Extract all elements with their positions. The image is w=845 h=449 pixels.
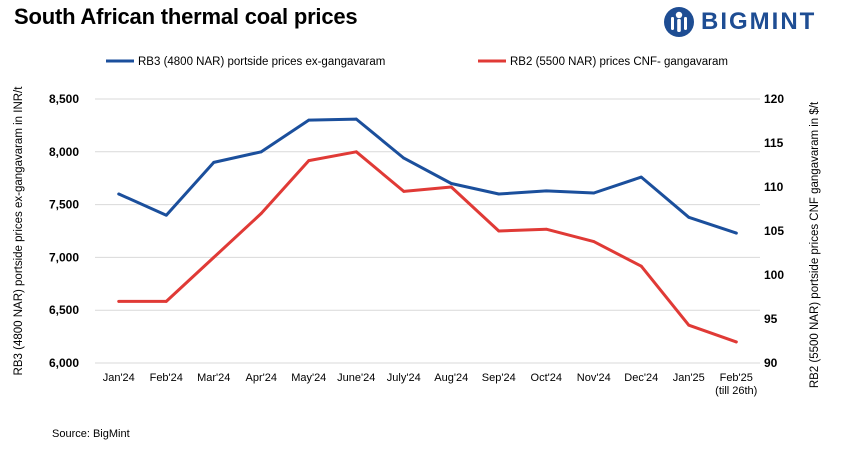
data-point — [687, 215, 691, 219]
x-tick-label: Sep'24 — [482, 372, 516, 384]
y-right-tick-label: 100 — [764, 268, 784, 282]
x-tick-label: Dec'24 — [624, 372, 658, 384]
y-right-tick-label: 90 — [764, 356, 778, 370]
data-point — [402, 156, 406, 160]
data-point — [639, 264, 643, 268]
gridlines — [95, 98, 760, 364]
data-point — [307, 118, 311, 122]
x-tick-label: Nov'24 — [577, 372, 611, 384]
data-point — [259, 212, 263, 215]
x-tick-label: May'24 — [291, 372, 326, 384]
data-point — [354, 150, 358, 154]
y-right-tick-label: 115 — [764, 136, 784, 150]
bigmint-logo-icon — [664, 7, 694, 37]
legend: RB3 (4800 NAR) portside prices ex-gangav… — [106, 56, 728, 68]
data-point — [402, 190, 406, 193]
x-tick-label: Oct'24 — [531, 372, 562, 384]
x-tick-label: June'24 — [337, 372, 375, 384]
y-right-tick-label: 105 — [764, 224, 784, 238]
data-point — [687, 323, 691, 327]
data-point — [212, 256, 216, 259]
data-point — [164, 300, 168, 303]
y-left-tick-label: 8,500 — [49, 92, 79, 106]
legend-label: RB2 (5500 NAR) prices CNF- gangavaram — [510, 56, 728, 68]
data-point — [259, 150, 263, 154]
y-left-tick-label: 8,000 — [49, 145, 79, 159]
brand-name: BIGMINT — [701, 8, 817, 35]
source-note: Source: BigMint — [52, 428, 130, 440]
data-point — [212, 160, 216, 164]
data-point — [117, 192, 121, 196]
x-tick-label: Aug'24 — [434, 372, 468, 384]
x-tick-label: Feb'24 — [150, 372, 183, 384]
x-tick-label: Jan'24 — [103, 372, 135, 384]
x-tick-note: (till 26th) — [715, 385, 757, 397]
y-right-tick-label: 110 — [764, 180, 784, 194]
y-left-tick-label: 7,000 — [49, 250, 79, 264]
brand-logo: BIGMINT — [663, 6, 816, 38]
data-point — [497, 192, 501, 196]
data-point — [164, 213, 168, 217]
data-point — [449, 182, 453, 185]
data-point — [307, 159, 311, 163]
y-right-axis-title: RB2 (5500 NAR) portside prices CNF ganga… — [809, 101, 821, 388]
series-line-1 — [117, 117, 738, 235]
x-tick-label: July'24 — [387, 372, 421, 384]
data-point — [734, 231, 738, 235]
data-point — [734, 340, 738, 344]
data-point — [354, 117, 358, 121]
data-point — [117, 300, 121, 303]
x-tick-label: Mar'24 — [197, 372, 230, 384]
x-tick-label: Jan'25 — [673, 372, 705, 384]
data-point — [544, 227, 548, 231]
y-right-tick-label: 95 — [764, 312, 778, 326]
data-point — [497, 229, 501, 233]
y-right-tick-label: 120 — [764, 92, 784, 106]
y-left-tick-label: 6,000 — [49, 356, 79, 370]
legend-label: RB3 (4800 NAR) portside prices ex-gangav… — [138, 56, 385, 68]
data-point — [592, 191, 596, 195]
series-line-2 — [117, 150, 738, 344]
x-tick-label: Feb'25 — [720, 372, 753, 384]
data-point — [544, 189, 548, 193]
y-left-axis-title: RB3 (4800 NAR) portside prices ex-gangav… — [13, 86, 25, 376]
data-point — [449, 185, 453, 189]
data-point — [592, 240, 596, 243]
axes: 6,000 6,500 7,000 7,500 8,000 8,500 90 95 100 105… — [13, 86, 821, 397]
page-title: South African thermal coal prices — [14, 4, 358, 29]
x-tick-label: Apr'24 — [246, 372, 277, 384]
y-left-tick-label: 6,500 — [49, 303, 79, 317]
y-left-tick-label: 7,500 — [49, 198, 79, 212]
data-point — [639, 175, 643, 179]
series-lines — [117, 117, 738, 344]
